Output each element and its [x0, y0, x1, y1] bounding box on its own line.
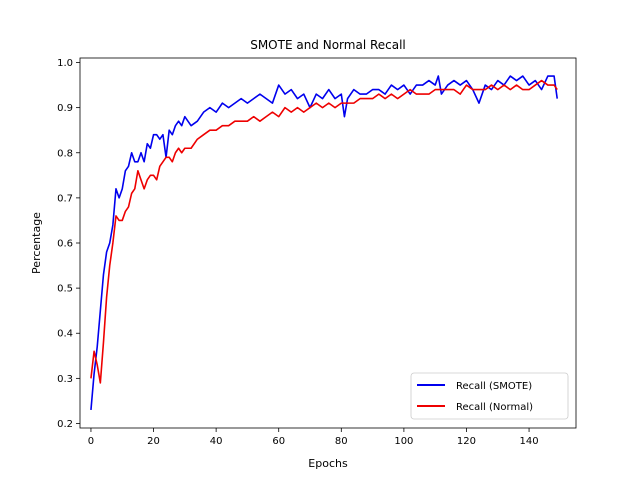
y-tick-label: 0.6: [57, 239, 73, 250]
x-tick-label: 80: [335, 436, 348, 447]
y-tick-label: 0.2: [57, 419, 73, 430]
x-tick-label: 60: [272, 436, 285, 447]
y-tick-label: 0.8: [57, 148, 73, 159]
legend-label-smote: Recall (SMOTE): [456, 381, 532, 392]
x-tick-label: 140: [520, 436, 539, 447]
y-axis: 0.2 0.3 0.4 0.5 0.6 0.7 0.8 0.9 1.0: [57, 58, 80, 430]
y-tick-label: 0.3: [57, 374, 73, 385]
legend-label-normal: Recall (Normal): [456, 402, 533, 413]
y-tick-label: 1.0: [57, 58, 73, 69]
y-tick-label: 0.5: [57, 284, 73, 295]
x-axis-label: Epochs: [308, 457, 348, 470]
legend-box: [410, 372, 569, 420]
x-tick-label: 0: [88, 436, 94, 447]
series-layer: [90, 75, 559, 411]
y-axis-label: Percentage: [30, 212, 43, 274]
plot-frame: [79, 57, 577, 429]
y-tick-label: 0.9: [57, 103, 73, 114]
legend: Recall (SMOTE) Recall (Normal): [410, 372, 569, 420]
x-tick-label: 20: [147, 436, 160, 447]
x-tick-label: 100: [394, 436, 413, 447]
chart-title: SMOTE and Normal Recall: [250, 38, 406, 52]
series-line-0: [90, 75, 559, 411]
y-tick-label: 0.4: [57, 329, 73, 340]
x-tick-label: 120: [457, 436, 476, 447]
x-axis: 0 20 40 60 80 100 120 140: [88, 428, 539, 447]
x-tick-label: 40: [210, 436, 223, 447]
y-tick-label: 0.7: [57, 193, 73, 204]
series-line-1: [90, 79, 558, 384]
